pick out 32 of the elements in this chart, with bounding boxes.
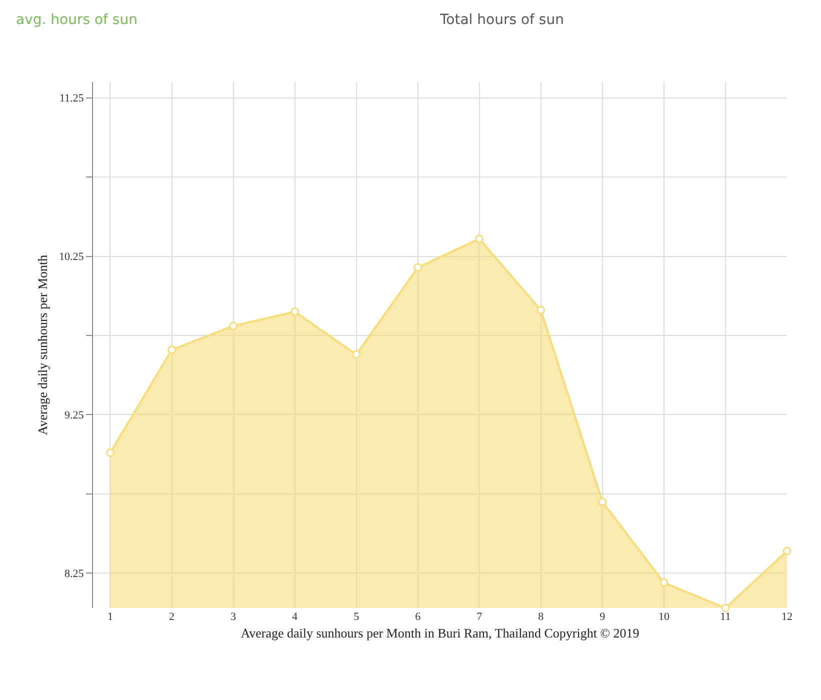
y-tick-label: 8.25 [64,568,84,580]
point [290,307,300,316]
x-tick-label: 7 [476,611,483,623]
point [782,546,792,556]
x-tick-label: 6 [415,611,422,623]
point [536,306,546,314]
point [106,448,114,457]
chart-title: avg. hours of sun [16,12,138,28]
x-tick-label: 5 [354,611,360,623]
y-tick-label: 9.25 [64,410,84,422]
point [721,604,730,612]
x-tick-label: 8 [538,611,544,623]
x-tick-label: 4 [292,611,298,623]
point [660,578,668,587]
point [598,498,607,506]
x-axis-title: Average daily sunhours per Month in Buri Ram, Thailand Copyright © 2019 [240,626,640,641]
y-tick-label: 11.25 [59,92,84,105]
point [168,346,176,354]
y-tick-label: 10.25 [59,251,84,264]
point [475,234,484,244]
point [229,322,238,330]
x-tick-label: 2 [169,611,174,623]
x-tick-label: 12 [782,611,792,623]
point [414,263,422,272]
chart-subtitle: Total hours of sun [439,12,564,28]
x-tick-label: 1 [107,611,113,623]
x-tick-label: 10 [658,611,670,623]
x-tick-label: 11 [720,611,731,623]
point [352,350,361,359]
y-axis-title: Average daily sunhours per Month [35,254,50,436]
x-tick-label: 3 [230,611,237,623]
x-tick-label: 9 [600,611,606,623]
